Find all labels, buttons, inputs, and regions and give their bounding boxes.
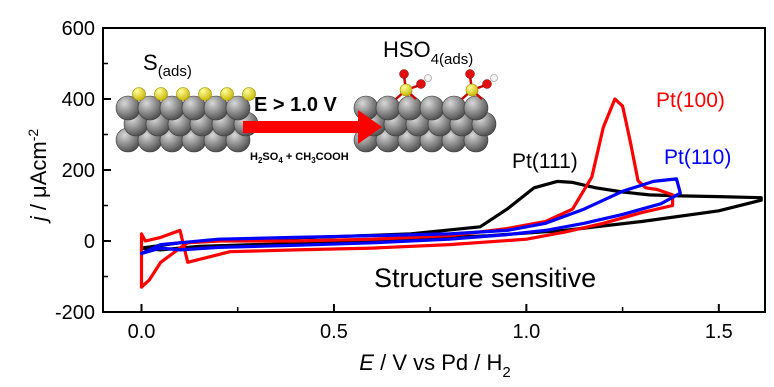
sulfur-adatom [198,87,212,101]
inset-label-hso4-ads: HSO4(ads) [383,37,473,68]
hydrogen-atom [424,74,432,82]
series-line-pt110 [139,177,682,255]
pt-atom [463,95,489,121]
hydrogen-atom [490,74,498,82]
inset-illustration: S(ads) HSO4(ads) E > 1.0 V H2SO4 + CH3CO… [115,37,498,165]
x-tick-label: 0.5 [320,321,348,343]
y-tick-label: 400 [62,89,95,111]
sulfur-adatom [132,87,146,101]
sulfur-atom [465,83,479,97]
y-axis-ticks: -200 0 200 400 600 [55,18,111,324]
series-layer [139,97,763,289]
y-tick-label: -200 [55,302,95,324]
oxygen-atom [465,69,475,79]
pt-atom [397,95,423,121]
x-tick-label: 1.0 [512,321,540,343]
oxygen-atom [399,69,409,79]
sulfur-atom [399,83,413,97]
bisulfate-molecule [395,69,432,100]
sulfur-adatom [176,87,190,101]
sulfur-adatom [220,87,234,101]
pt-atom [419,95,445,121]
oxygen-atom [416,79,426,89]
pt-slab-sulfur-adsorbed [115,87,259,153]
series-label-pt110: Pt(110) [664,146,731,169]
series-line-pt111 [139,179,763,252]
series-label-pt100: Pt(100) [656,89,725,112]
structure-sensitive-annotation: Structure sensitive [374,263,596,293]
y-tick-label: 200 [62,160,95,182]
reaction-arrow [243,110,382,144]
y-axis-label: j / μAcm-2 [25,129,51,225]
reagent-label: H2SO4 + CH3COOH [250,151,349,165]
x-axis-ticks: 0.0 0.5 1.0 1.5 [128,304,733,343]
y-tick-label: 600 [62,18,95,40]
pt-atom [375,95,401,121]
pt-atom [225,95,251,121]
series-label-pt111: Pt(111) [512,150,578,173]
sulfur-adatom [242,87,256,101]
y-tick-label: 0 [84,231,95,253]
bisulfate-molecule [461,69,498,100]
sulfur-adatom [154,87,168,101]
pt-slab-bisulfate-adsorbed [353,69,498,153]
inset-label-s-ads: S(ads) [143,50,192,80]
pt-atom [441,95,467,121]
oxygen-atom [482,79,492,89]
arrow-condition-label: E > 1.0 V [254,94,337,116]
x-tick-label: 0.0 [128,321,156,343]
x-tick-label: 1.5 [705,321,733,343]
x-axis-label: E / V vs Pd / H2 [359,350,510,381]
